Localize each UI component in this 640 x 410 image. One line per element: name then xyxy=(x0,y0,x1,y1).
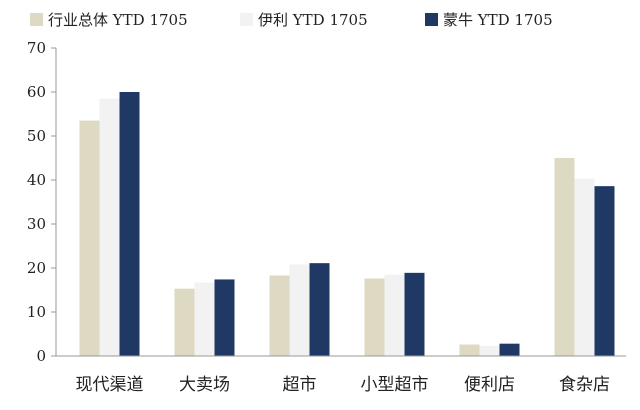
legend-label: 伊利 YTD 1705 xyxy=(258,11,368,29)
bar-1-5 xyxy=(459,344,480,356)
y-tick-label: 60 xyxy=(27,83,46,101)
legend: 行业总体 YTD 1705 伊利 YTD 1705 蒙牛 YTD 1705 xyxy=(30,11,553,29)
x-category-label: 食杂店 xyxy=(559,375,610,395)
bar-2-2 xyxy=(194,282,215,356)
bar-2-5 xyxy=(479,345,500,356)
y-tick-label: 30 xyxy=(27,215,46,233)
y-tick-label: 50 xyxy=(27,127,46,145)
bar-1-1 xyxy=(79,120,100,356)
bar-3-1 xyxy=(119,92,140,356)
y-tick-label: 40 xyxy=(27,171,46,189)
legend-swatch xyxy=(240,13,253,26)
bar-3-4 xyxy=(404,272,425,356)
bar-2-6 xyxy=(574,178,595,356)
bar-3-5 xyxy=(499,343,520,356)
bar-1-4 xyxy=(364,278,385,356)
bar-3-2 xyxy=(214,279,235,356)
legend-label: 蒙牛 YTD 1705 xyxy=(443,11,553,29)
bars xyxy=(79,92,615,356)
x-axis-labels: 现代渠道 大卖场 超市 小型超市 便利店 食杂店 xyxy=(76,375,611,395)
legend-swatch xyxy=(30,13,43,26)
x-category-label: 超市 xyxy=(283,375,317,395)
x-category-label: 现代渠道 xyxy=(76,375,144,395)
bar-1-6 xyxy=(554,158,575,356)
bar-2-3 xyxy=(289,264,310,356)
y-tick-label: 0 xyxy=(36,347,46,365)
y-axis-ticks: 0 10 20 30 40 50 60 70 xyxy=(27,39,56,365)
bar-1-3 xyxy=(269,275,290,356)
legend-swatch xyxy=(425,13,438,26)
x-category-label: 小型超市 xyxy=(361,375,429,395)
legend-label: 行业总体 YTD 1705 xyxy=(48,11,188,29)
bar-2-1 xyxy=(99,98,120,356)
bar-3-6 xyxy=(594,186,615,356)
y-tick-label: 70 xyxy=(27,39,46,57)
y-tick-label: 20 xyxy=(27,259,46,277)
y-tick-label: 10 xyxy=(27,303,46,321)
bar-3-3 xyxy=(309,263,330,356)
bar-2-4 xyxy=(384,274,405,356)
x-category-label: 大卖场 xyxy=(179,375,230,395)
bar-1-2 xyxy=(174,288,195,356)
x-category-label: 便利店 xyxy=(464,375,515,395)
